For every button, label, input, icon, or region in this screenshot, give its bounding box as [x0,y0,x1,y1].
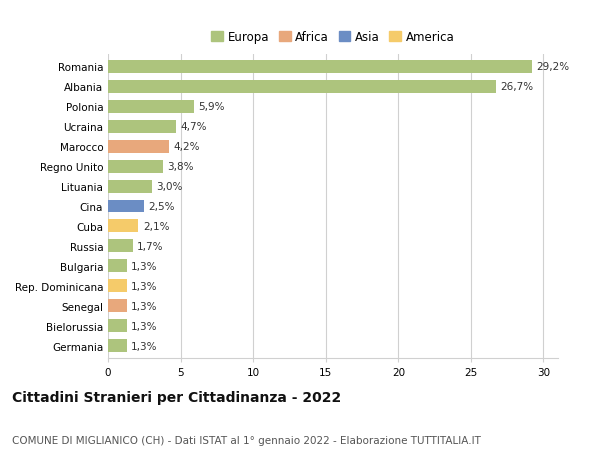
Bar [108,140,169,153]
Bar [108,240,133,253]
Text: 1,3%: 1,3% [131,321,158,331]
Bar [108,260,127,273]
Bar [108,300,127,313]
Text: 1,3%: 1,3% [131,281,158,291]
Bar [108,101,194,113]
Text: 1,3%: 1,3% [131,301,158,311]
Bar [108,160,163,173]
Text: 4,7%: 4,7% [181,122,207,132]
Text: 4,2%: 4,2% [173,142,200,152]
Bar [108,200,144,213]
Bar [108,280,127,293]
Text: 1,3%: 1,3% [131,261,158,271]
Bar [108,340,127,353]
Legend: Europa, Africa, Asia, America: Europa, Africa, Asia, America [209,28,457,46]
Text: 1,3%: 1,3% [131,341,158,351]
Text: 29,2%: 29,2% [536,62,569,72]
Bar [108,61,532,73]
Text: 5,9%: 5,9% [198,102,224,112]
Text: 3,8%: 3,8% [167,162,194,172]
Text: COMUNE DI MIGLIANICO (CH) - Dati ISTAT al 1° gennaio 2022 - Elaborazione TUTTITA: COMUNE DI MIGLIANICO (CH) - Dati ISTAT a… [12,435,481,445]
Text: 3,0%: 3,0% [156,182,182,191]
Text: 26,7%: 26,7% [500,82,533,92]
Bar [108,80,496,94]
Text: 2,5%: 2,5% [149,202,175,212]
Bar [108,120,176,133]
Text: 2,1%: 2,1% [143,222,169,231]
Bar [108,180,152,193]
Bar [108,220,139,233]
Bar [108,319,127,333]
Text: 1,7%: 1,7% [137,241,164,252]
Text: Cittadini Stranieri per Cittadinanza - 2022: Cittadini Stranieri per Cittadinanza - 2… [12,390,341,404]
